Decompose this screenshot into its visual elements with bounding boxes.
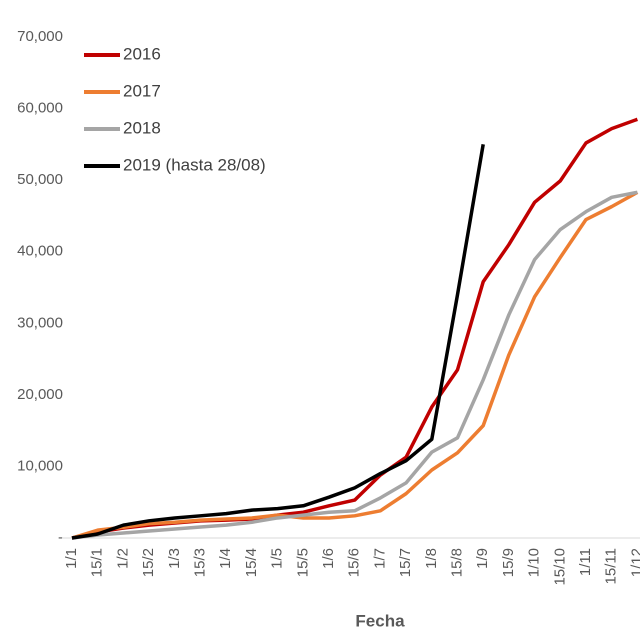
x-tick-label: 15/9 bbox=[500, 548, 517, 577]
x-tick-label: 15/10 bbox=[551, 548, 568, 586]
y-tick-label: - bbox=[58, 529, 63, 546]
y-tick-label: 50,000 bbox=[17, 171, 63, 188]
x-tick-label: 15/1 bbox=[89, 548, 106, 577]
x-tick-label: 1/7 bbox=[371, 548, 388, 569]
legend-text: 2018 bbox=[123, 118, 161, 137]
x-tick-label: 1/2 bbox=[114, 548, 131, 569]
y-tick-label: 10,000 bbox=[17, 457, 63, 474]
x-axis-title: Fecha bbox=[355, 611, 405, 630]
y-tick-label: 40,000 bbox=[17, 243, 63, 260]
x-tick-label: 1/11 bbox=[577, 548, 594, 576]
x-tick-label: 15/11 bbox=[603, 548, 620, 584]
y-tick-label: 70,000 bbox=[17, 28, 63, 45]
x-tick-label: 15/7 bbox=[397, 548, 414, 577]
x-tick-label: 1/5 bbox=[269, 548, 286, 569]
legend-text: 2017 bbox=[123, 81, 161, 100]
series-line bbox=[71, 190, 638, 540]
x-tick-label: 1/8 bbox=[423, 548, 440, 569]
x-tick-label: 1/9 bbox=[474, 548, 491, 569]
x-tick-label: 15/6 bbox=[346, 548, 363, 577]
x-tick-label: 1/4 bbox=[217, 548, 234, 569]
x-tick-label: 1/6 bbox=[320, 548, 337, 569]
series-line bbox=[71, 117, 638, 540]
x-tick-label: 15/8 bbox=[448, 548, 465, 577]
y-tick-label: 60,000 bbox=[17, 100, 63, 117]
series-line bbox=[71, 144, 485, 540]
x-tick-label: 1/12 bbox=[628, 548, 640, 577]
x-tick-label: 15/3 bbox=[191, 548, 208, 577]
legend-text: 2016 bbox=[123, 44, 161, 63]
x-tick-label: 1/10 bbox=[526, 548, 543, 577]
y-tick-label: 30,000 bbox=[17, 314, 63, 331]
x-tick-label: 15/4 bbox=[243, 548, 260, 577]
x-tick-label: 15/5 bbox=[294, 548, 311, 577]
x-tick-label: 1/3 bbox=[166, 548, 183, 569]
legend-text: 2019 (hasta 28/08) bbox=[123, 155, 266, 174]
x-tick-label: 15/2 bbox=[140, 548, 157, 577]
y-tick-label: 20,000 bbox=[17, 386, 63, 403]
x-tick-label: 1/1 bbox=[63, 548, 80, 569]
series-line bbox=[71, 190, 639, 540]
